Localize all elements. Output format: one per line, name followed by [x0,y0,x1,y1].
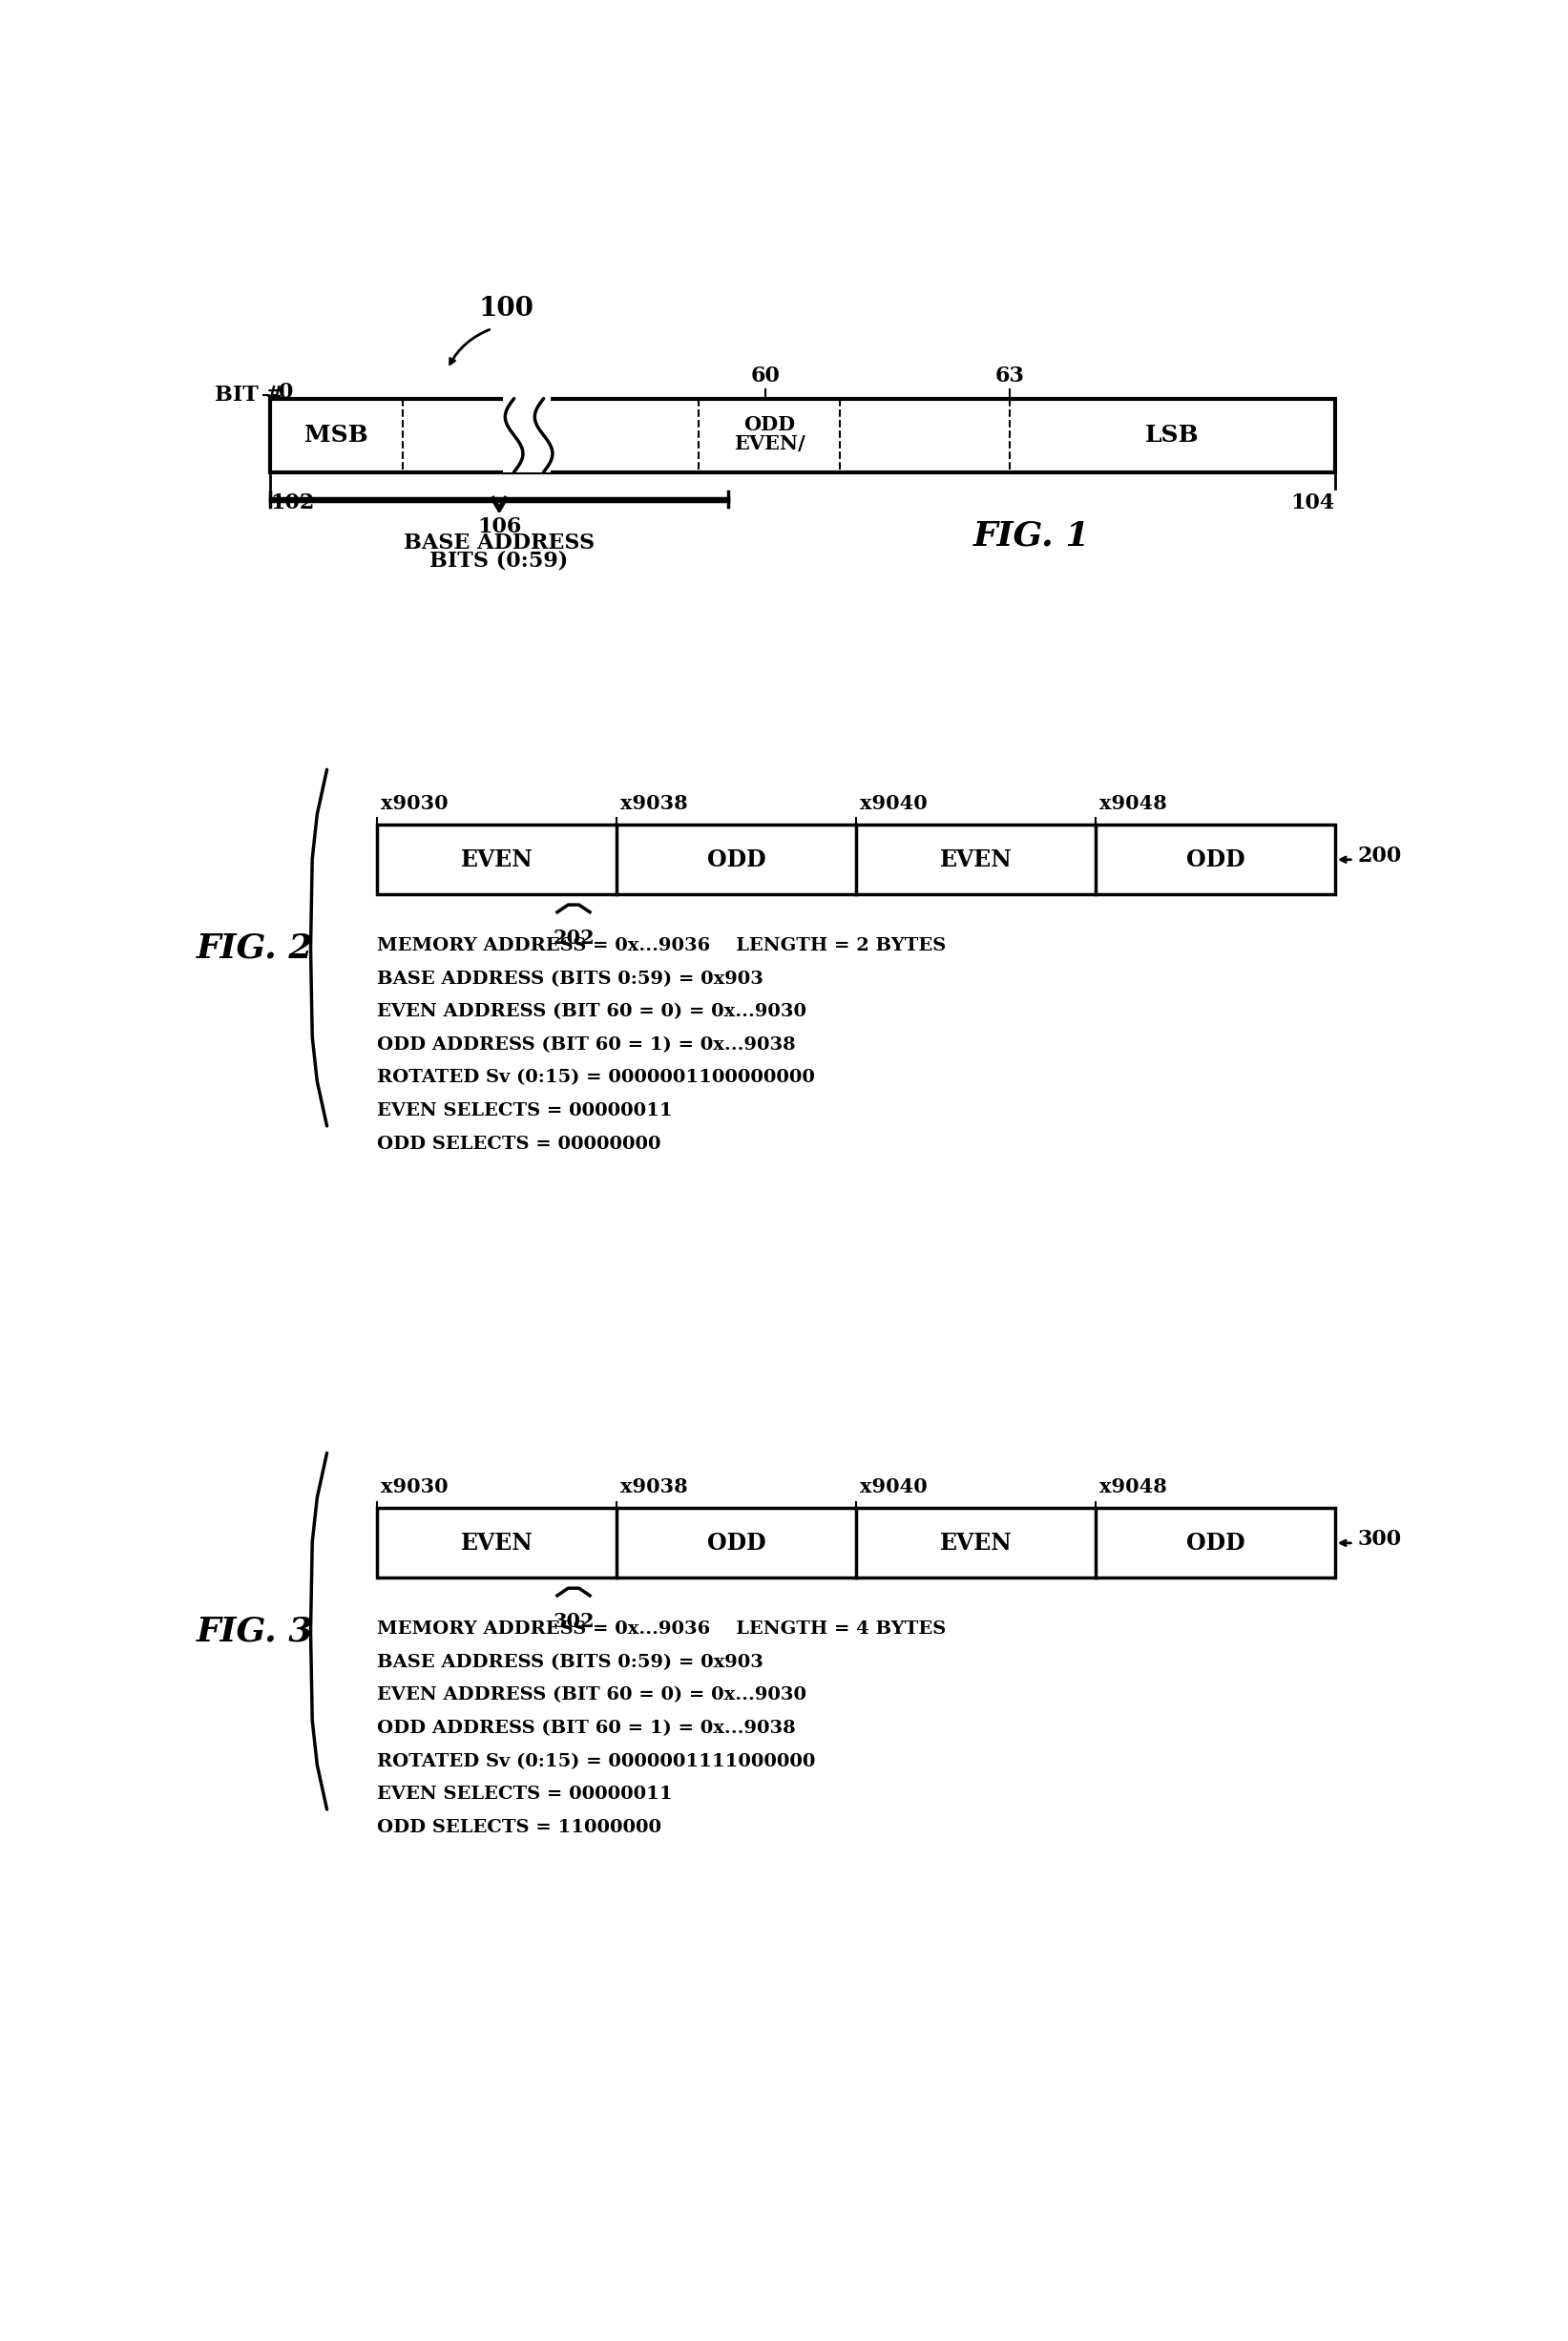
Text: EVEN ADDRESS (BIT 60 = 0) = 0x...9030: EVEN ADDRESS (BIT 60 = 0) = 0x...9030 [378,1004,806,1021]
Text: x9038: x9038 [621,794,688,812]
Text: ODD ADDRESS (BIT 60 = 1) = 0x...9038: ODD ADDRESS (BIT 60 = 1) = 0x...9038 [378,1037,797,1053]
Text: 106: 106 [477,515,522,536]
Text: MSB: MSB [304,424,368,447]
Text: ODD: ODD [1185,847,1245,871]
Text: MEMORY ADDRESS = 0x...9036    LENGTH = 4 BYTES: MEMORY ADDRESS = 0x...9036 LENGTH = 4 BY… [378,1620,946,1639]
Bar [503,396,550,473]
Text: FIG. 1: FIG. 1 [974,520,1090,552]
Text: 104: 104 [1290,492,1334,513]
Text: EVEN ADDRESS (BIT 60 = 0) = 0x...9030: EVEN ADDRESS (BIT 60 = 0) = 0x...9030 [378,1686,806,1704]
Text: MEMORY ADDRESS = 0x...9036    LENGTH = 2 BYTES: MEMORY ADDRESS = 0x...9036 LENGTH = 2 BY… [378,936,946,955]
Text: EVEN: EVEN [461,847,533,871]
Bar [270,398,1334,473]
Text: 102: 102 [270,492,314,513]
Text: ROTATED Sv (0:15) = 0000001111000000: ROTATED Sv (0:15) = 0000001111000000 [378,1753,815,1770]
Text: x9048: x9048 [1099,794,1167,812]
Text: 100: 100 [480,295,535,321]
Text: 63: 63 [994,365,1024,386]
Text: x9040: x9040 [859,794,927,812]
Text: x9048: x9048 [1099,1477,1167,1496]
Text: 60: 60 [751,365,781,386]
Text: ODD SELECTS = 00000000: ODD SELECTS = 00000000 [378,1135,662,1152]
Text: 200: 200 [1358,845,1402,866]
Text: BIT #: BIT # [215,384,284,405]
Text: BASE ADDRESS: BASE ADDRESS [403,531,594,552]
Text: ODD ADDRESS (BIT 60 = 1) = 0x...9038: ODD ADDRESS (BIT 60 = 1) = 0x...9038 [378,1721,797,1737]
Text: BASE ADDRESS (BITS 0:59) = 0x903: BASE ADDRESS (BITS 0:59) = 0x903 [378,969,764,988]
Text: EVEN: EVEN [461,1531,533,1554]
Text: ROTATED Sv (0:15) = 0000001100000000: ROTATED Sv (0:15) = 0000001100000000 [378,1070,815,1086]
Text: 300: 300 [1358,1529,1402,1550]
Text: ODD: ODD [1185,1531,1245,1554]
Bar [378,1508,1334,1578]
Text: x9040: x9040 [859,1477,927,1496]
Text: ODD: ODD [707,847,765,871]
Text: LSB: LSB [1145,424,1200,447]
Text: EVEN: EVEN [939,1531,1011,1554]
Text: ODD: ODD [707,1531,765,1554]
Text: FIG. 2: FIG. 2 [196,932,314,964]
Text: ODD SELECTS = 11000000: ODD SELECTS = 11000000 [378,1819,662,1835]
Text: x9030: x9030 [381,1477,448,1496]
Text: EVEN SELECTS = 00000011: EVEN SELECTS = 00000011 [378,1103,673,1119]
Text: x9038: x9038 [621,1477,688,1496]
Bar [378,824,1334,894]
Text: EVEN/: EVEN/ [734,435,804,454]
Text: EVEN SELECTS = 00000011: EVEN SELECTS = 00000011 [378,1786,673,1803]
Text: ODD: ODD [743,414,795,435]
Text: EVEN: EVEN [939,847,1011,871]
Text: 302: 302 [554,1611,594,1632]
Text: x9030: x9030 [381,794,448,812]
Text: BITS (0:59): BITS (0:59) [430,550,569,571]
Text: FIG. 3: FIG. 3 [196,1615,314,1648]
Text: BASE ADDRESS (BITS 0:59) = 0x903: BASE ADDRESS (BITS 0:59) = 0x903 [378,1653,764,1671]
Text: 0: 0 [279,382,293,403]
Text: 202: 202 [552,929,594,948]
